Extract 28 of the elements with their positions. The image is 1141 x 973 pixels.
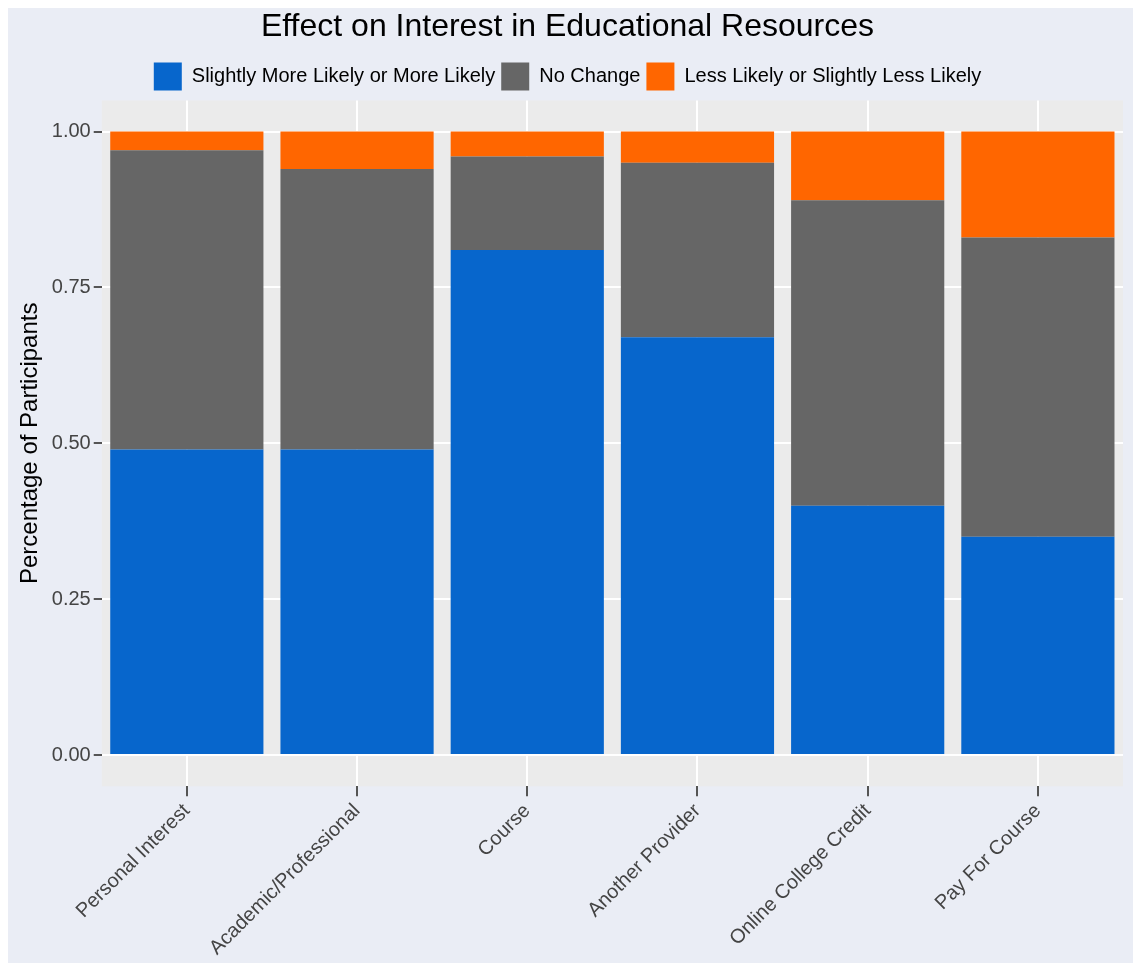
bar	[961, 536, 1115, 755]
bar	[280, 168, 434, 450]
bar	[450, 250, 604, 755]
bar	[791, 200, 945, 506]
bar	[961, 131, 1115, 238]
bar	[791, 505, 945, 755]
y-tick-label: 0.25	[51, 586, 91, 609]
bar	[450, 156, 604, 251]
chart-title: Effect on Interest in Educational Resources	[260, 7, 875, 44]
y-tick-label: 1.00	[51, 119, 91, 142]
bar	[110, 150, 264, 450]
y-tick-label: 0.00	[51, 742, 91, 765]
y-tick-label: 0.75	[51, 274, 91, 297]
bar	[280, 449, 434, 755]
bar	[280, 131, 434, 169]
bar	[620, 337, 775, 755]
bar	[791, 131, 945, 201]
bar	[961, 237, 1115, 537]
bar	[620, 131, 775, 163]
legend-label: Slightly More Likely or More Likely	[191, 63, 496, 86]
legend-label: Less Likely or Slightly Less Likely	[684, 63, 982, 86]
bar	[110, 449, 264, 755]
y-axis-title: Percentage of Participants	[15, 302, 43, 585]
bar	[450, 131, 604, 157]
bar	[110, 131, 264, 151]
y-tick-label: 0.50	[51, 430, 91, 453]
bar	[620, 162, 775, 338]
legend-label: No Change	[539, 63, 641, 86]
